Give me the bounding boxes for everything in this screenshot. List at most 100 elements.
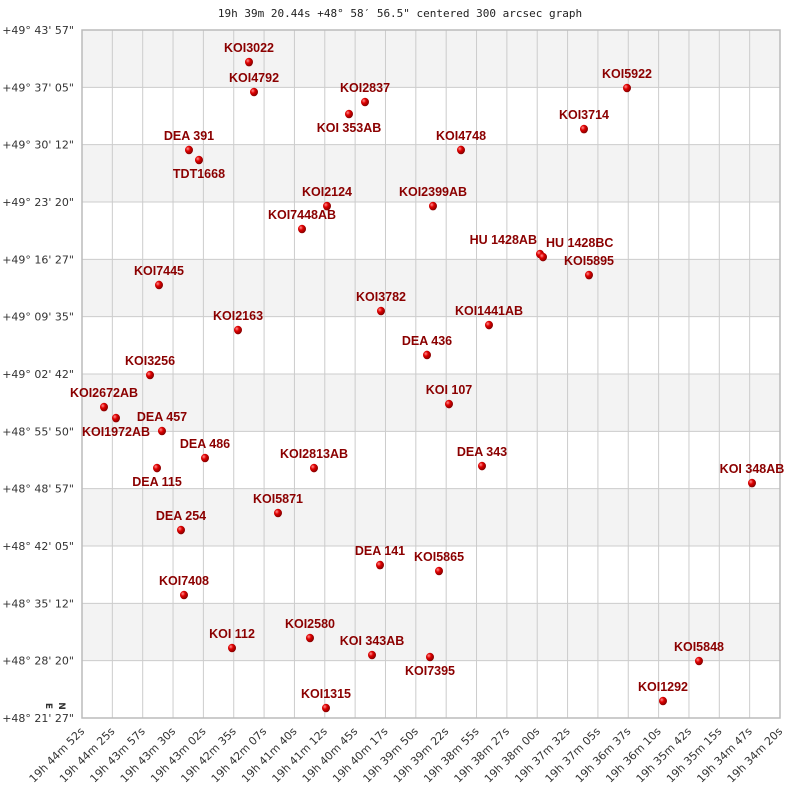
band xyxy=(82,660,780,718)
star-label: DEA 141 xyxy=(355,544,405,558)
star: KOI5895 xyxy=(564,254,614,280)
star: DEA 457 xyxy=(137,410,187,436)
star: KOI5865 xyxy=(414,550,464,576)
star-label: KOI2163 xyxy=(213,309,263,323)
star-marker xyxy=(153,463,162,473)
star-marker xyxy=(112,413,121,423)
star-label: KOI4748 xyxy=(436,129,486,143)
star-marker xyxy=(376,560,385,570)
star-label: KOI5865 xyxy=(414,550,464,564)
y-axis-ticks: +49° 43' 57" +49° 37' 05" +49° 30' 12" +49°… xyxy=(2,24,74,725)
star-label: KOI3022 xyxy=(224,41,274,55)
star-label: KOI2837 xyxy=(340,81,390,95)
star: KOI5848 xyxy=(674,640,724,666)
star-marker xyxy=(344,109,353,119)
y-tick-label: +49° 09' 35" xyxy=(2,311,74,324)
star: DEA 254 xyxy=(156,509,206,535)
band xyxy=(82,316,780,374)
star-marker xyxy=(298,224,307,234)
star: DEA 115 xyxy=(132,463,182,489)
star-marker xyxy=(694,656,703,666)
band xyxy=(82,546,780,604)
star-marker xyxy=(305,633,314,643)
star-marker xyxy=(184,145,193,155)
star-label: KOI3256 xyxy=(125,354,175,368)
star-label: KOI1292 xyxy=(638,680,688,694)
y-tick-label: +49° 43' 57" xyxy=(2,24,74,37)
star: KOI7448AB xyxy=(268,208,336,234)
star-label: KOI 107 xyxy=(426,383,473,397)
star-label: DEA 343 xyxy=(457,445,507,459)
grid-lines xyxy=(81,29,781,719)
band xyxy=(82,603,780,661)
star: KOI1292 xyxy=(638,680,688,706)
y-tick-label: +49° 30' 12" xyxy=(2,139,74,152)
compass-east: E xyxy=(43,703,53,709)
star-marker xyxy=(146,370,155,380)
star-marker xyxy=(157,426,166,436)
star-marker xyxy=(425,652,434,662)
compass-north: N xyxy=(56,702,66,710)
star: KOI 348AB xyxy=(720,462,785,488)
star-marker xyxy=(176,525,185,535)
star: DEA 141 xyxy=(355,544,405,570)
star-label: KOI5922 xyxy=(602,67,652,81)
star: KOI 343AB xyxy=(340,634,404,660)
star-label: KOI7408 xyxy=(159,574,209,588)
star-marker xyxy=(234,325,243,335)
star-marker xyxy=(250,87,259,97)
star-label: KOI2399AB xyxy=(399,185,467,199)
star-marker xyxy=(428,201,437,211)
star-label: HU 1428BC xyxy=(546,236,613,250)
star-marker xyxy=(321,703,330,713)
star: KOI4748 xyxy=(436,129,486,155)
star-label: KOI7445 xyxy=(134,264,184,278)
band xyxy=(82,87,780,145)
star-label: KOI7448AB xyxy=(268,208,336,222)
star-marker xyxy=(179,590,188,600)
star-marker xyxy=(99,402,108,412)
band xyxy=(82,202,780,260)
star-label: KOI 353AB xyxy=(317,121,382,135)
star-marker xyxy=(368,650,377,660)
star-marker xyxy=(747,478,756,488)
star-label: KOI1972AB xyxy=(82,425,150,439)
star-marker xyxy=(484,320,493,330)
star-marker xyxy=(322,201,331,211)
star-label: DEA 254 xyxy=(156,509,206,523)
star-label: KOI3714 xyxy=(559,108,609,122)
band xyxy=(82,488,780,546)
star-label: KOI7395 xyxy=(405,664,455,678)
star-label: KOI2580 xyxy=(285,617,335,631)
star: KOI1972AB xyxy=(82,413,150,439)
y-tick-label: +48° 42' 05" xyxy=(2,540,74,553)
star-marker xyxy=(228,643,237,653)
star-label: DEA 436 xyxy=(402,334,452,348)
star-marker xyxy=(154,280,163,290)
y-tick-label: +49° 16' 27" xyxy=(2,253,74,266)
star-marker xyxy=(579,124,588,134)
star: KOI 353AB xyxy=(317,109,382,135)
band xyxy=(82,374,780,432)
star: KOI2399AB xyxy=(399,185,467,211)
star-marker xyxy=(539,252,548,262)
star-marker xyxy=(444,399,453,409)
star-label: KOI2672AB xyxy=(70,386,138,400)
star: KOI3022 xyxy=(224,41,274,67)
star-label: KOI 348AB xyxy=(720,462,785,476)
y-tick-label: +49° 02' 42" xyxy=(2,368,74,381)
star: KOI3714 xyxy=(559,108,609,134)
star: KOI7445 xyxy=(134,264,184,290)
star: DEA 436 xyxy=(402,334,452,360)
star-label: HU 1428AB xyxy=(470,233,537,247)
star-marker xyxy=(422,350,431,360)
y-tick-label: +48° 48' 57" xyxy=(2,483,74,496)
star-label: DEA 115 xyxy=(132,475,182,489)
star: KOI3256 xyxy=(125,354,175,380)
chart-title: 19h 39m 20.44s +48° 58′ 56.5" centered 3… xyxy=(218,7,582,20)
star: KOI7395 xyxy=(405,652,455,678)
star-marker xyxy=(376,306,385,316)
star-marker xyxy=(201,453,210,463)
